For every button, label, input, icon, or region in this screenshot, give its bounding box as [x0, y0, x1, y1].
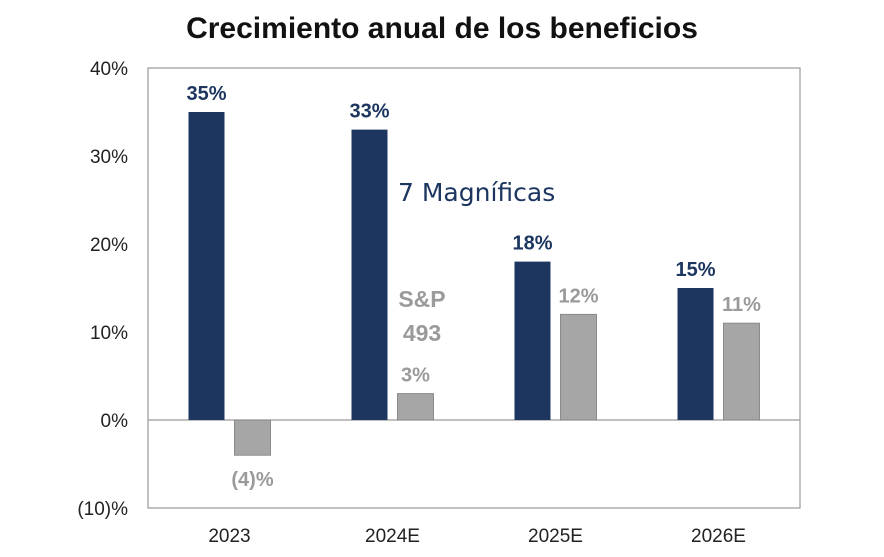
data-label-sp493: 12% [558, 285, 598, 307]
series-label-sp493-line2: 493 [403, 320, 441, 346]
y-tick-label: 0% [101, 411, 129, 432]
x-tick-label: 2023 [208, 526, 250, 547]
chart-title: Crecimiento anual de los beneficios [186, 12, 698, 45]
data-label-sp493: (4)% [231, 469, 273, 491]
bar-7-magnificas [514, 261, 551, 420]
bar-sp493 [234, 419, 271, 456]
data-label-sp493: 3% [401, 365, 430, 387]
series-label-7-magnificas: 7 Magníficas [398, 178, 555, 207]
series-label-sp493-line1: S&P [398, 286, 445, 312]
bar-7-magnificas [351, 129, 388, 420]
x-tick-label: 2024E [365, 526, 420, 547]
bar-sp493 [397, 393, 434, 421]
bar-sp493 [723, 322, 760, 421]
plot-frame [147, 67, 801, 509]
data-label-7-magnificas: 33% [349, 101, 389, 123]
x-tick-label: 2025E [528, 526, 583, 547]
bar-sp493 [560, 313, 597, 421]
x-tick-label: 2026E [691, 526, 746, 547]
y-tick-label: 20% [90, 235, 128, 256]
data-label-7-magnificas: 18% [512, 233, 552, 255]
bar-7-magnificas [188, 112, 225, 420]
y-tick-label: 30% [90, 147, 128, 168]
data-label-7-magnificas: 35% [186, 83, 226, 105]
data-label-7-magnificas: 15% [675, 259, 715, 281]
y-tick-label: 10% [90, 323, 128, 344]
data-label-sp493: 11% [722, 294, 761, 316]
y-tick-label: (10)% [77, 499, 128, 520]
y-tick-label: 40% [90, 59, 128, 80]
bar-7-magnificas [677, 288, 714, 420]
